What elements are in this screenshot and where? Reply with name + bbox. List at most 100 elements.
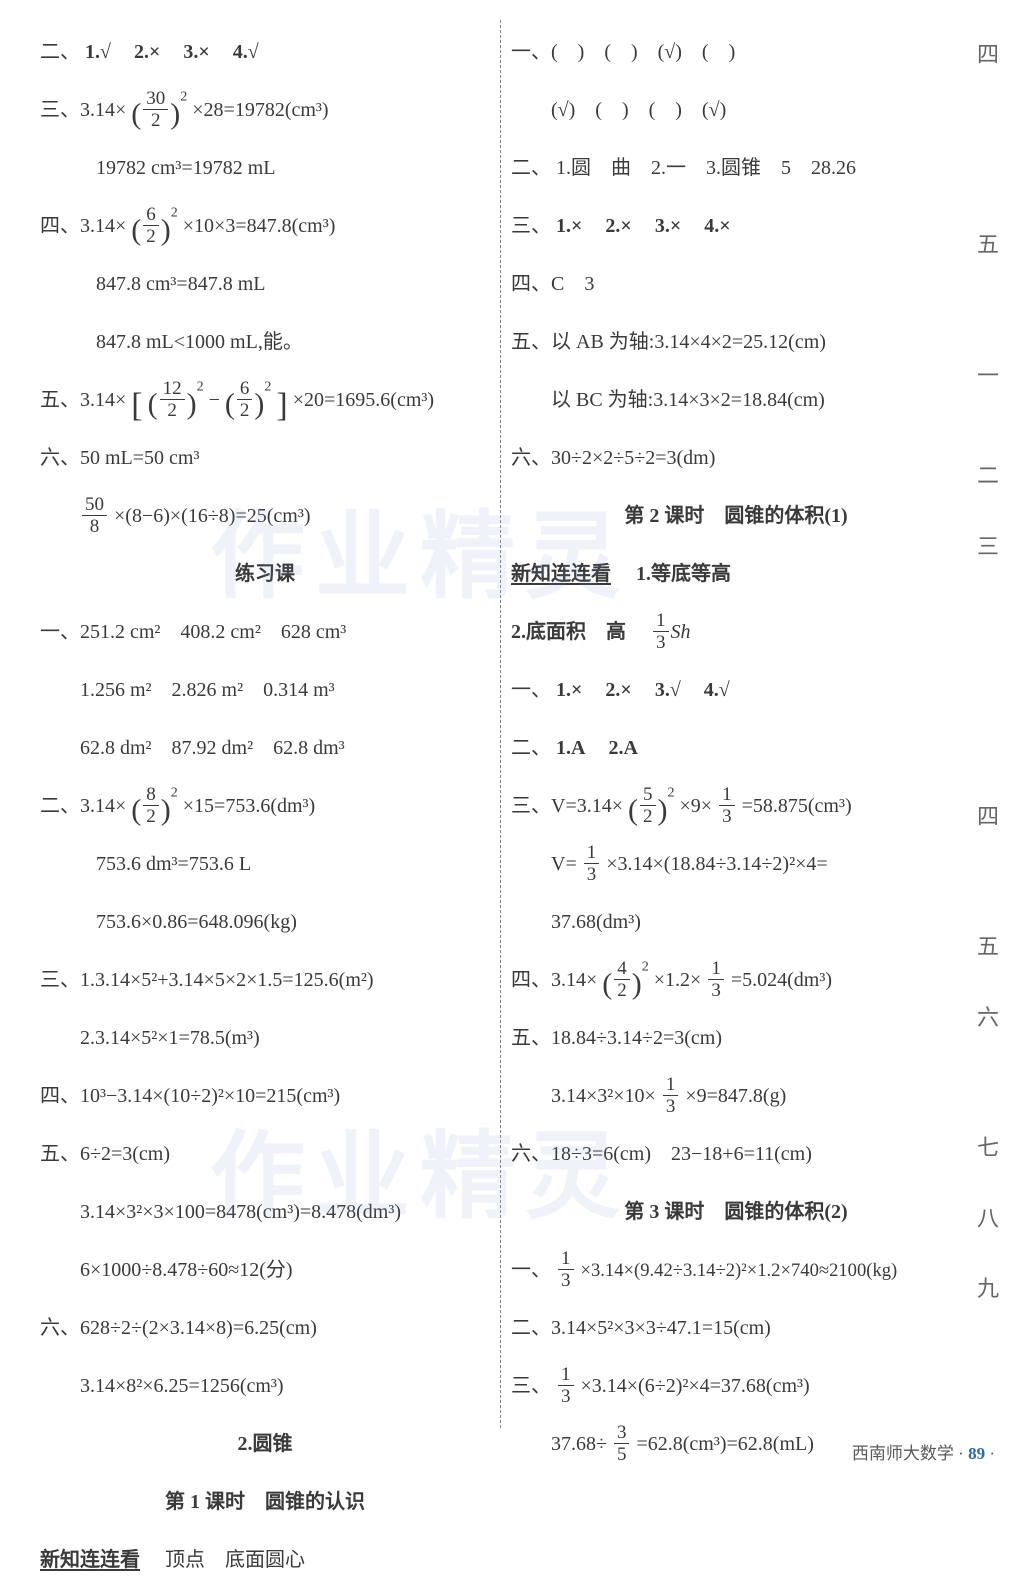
text: 1.× bbox=[556, 215, 582, 237]
right-s4: 四、3.14× (42)2 ×1.2× 13 =5.024(dm³) bbox=[511, 954, 961, 1006]
text: 三、V=3.14× bbox=[511, 795, 623, 817]
den: 3 bbox=[663, 1096, 679, 1116]
text: 三、3.14× bbox=[40, 99, 126, 121]
text: 3.14×3²×10× bbox=[551, 1085, 656, 1107]
left-p2b: 753.6 dm³=753.6 L bbox=[40, 838, 490, 890]
text: 3.× bbox=[183, 41, 209, 63]
den: 3 bbox=[584, 864, 600, 884]
num: 1 bbox=[558, 1249, 574, 1270]
text: =5.024(dm³) bbox=[731, 969, 832, 991]
cut-char: 五 bbox=[977, 912, 1005, 982]
right-s6: 六、18÷3=6(cm) 23−18+6=11(cm) bbox=[511, 1128, 961, 1180]
text: 2.A bbox=[608, 737, 637, 759]
cut-char: 九 bbox=[977, 1254, 1005, 1324]
text: ×1.2× bbox=[654, 969, 702, 991]
num: 1 bbox=[708, 959, 724, 980]
footer-suffix: · bbox=[989, 1444, 995, 1463]
left-l1: 二、 1.√ 2.× 3.× 4.√ bbox=[40, 26, 490, 78]
text: 三、 bbox=[511, 215, 551, 237]
left-p4: 四、10³−3.14×(10÷2)²×10=215(cm³) bbox=[40, 1070, 490, 1122]
cut-char: 七 bbox=[977, 1113, 1005, 1183]
right-s3b: V= 13 ×3.14×(18.84÷3.14÷2)²×4= bbox=[511, 838, 961, 890]
left-l5a: 六、50 mL=50 cm³ bbox=[40, 432, 490, 484]
left-p5b: 3.14×3²×3×100=8478(cm³)=8.478(dm³) bbox=[40, 1186, 490, 1238]
right-r6: 六、30÷2×2÷5÷2=3(dm) bbox=[511, 432, 961, 484]
num: 4 bbox=[614, 959, 630, 980]
num: 30 bbox=[143, 89, 168, 110]
right-nk2: 2.底面积 高 13Sh bbox=[511, 606, 961, 658]
den: 3 bbox=[558, 1386, 574, 1406]
right-s5b: 3.14×3²×10× 13 ×9=847.8(g) bbox=[511, 1070, 961, 1122]
left-p3a: 三、1.3.14×5²+3.14×5×2×1.5=125.6(m²) bbox=[40, 954, 490, 1006]
text: =62.8(cm³)=62.8(mL) bbox=[636, 1433, 813, 1455]
left-l4a: 五、3.14× [ (122)2 − (62)2 ] ×20=1695.6(cm… bbox=[40, 374, 490, 426]
text: ×9× bbox=[680, 795, 713, 817]
left-p5a: 五、6÷2=3(cm) bbox=[40, 1128, 490, 1180]
left-l2b: 19782 cm³=19782 mL bbox=[40, 142, 490, 194]
den: 2 bbox=[614, 980, 630, 1000]
left-p6b: 3.14×8²×6.25=1256(cm³) bbox=[40, 1360, 490, 1412]
left-hdr3: 第 1 课时 圆锥的认识 bbox=[40, 1476, 490, 1528]
right-t2: 二、3.14×5²×3×3÷47.1=15(cm) bbox=[511, 1302, 961, 1354]
den: 3 bbox=[719, 806, 735, 826]
text: 四、3.14× bbox=[511, 969, 597, 991]
right-r1a: 一、( ) ( ) (√) ( ) bbox=[511, 26, 961, 78]
cut-char: 二 bbox=[977, 441, 1005, 511]
right-r1b: (√) ( ) ( ) (√) bbox=[511, 84, 961, 136]
den: 8 bbox=[82, 516, 107, 536]
text: 新知连连看 bbox=[511, 563, 611, 585]
den: 5 bbox=[614, 1444, 630, 1464]
right-s3a: 三、V=3.14× (52)2 ×9× 13 =58.875(cm³) bbox=[511, 780, 961, 832]
num: 8 bbox=[143, 785, 159, 806]
text: V= bbox=[551, 853, 577, 875]
footer-text: 西南师大数学 · bbox=[852, 1444, 968, 1463]
right-s3c: 37.68(dm³) bbox=[511, 896, 961, 948]
page-container: 二、 1.√ 2.× 3.× 4.√ 三、3.14× (302)2 ×28=19… bbox=[0, 0, 1035, 1478]
text: ×(8−6)×(16÷8)=25(cm³) bbox=[114, 505, 310, 527]
text: 1.× bbox=[556, 679, 582, 701]
text: − bbox=[209, 389, 220, 411]
text: 二、 bbox=[40, 41, 80, 63]
den: 2 bbox=[640, 806, 656, 826]
right-hdr2: 第 3 课时 圆锥的体积(2) bbox=[511, 1186, 961, 1238]
cut-char: 六 bbox=[977, 983, 1005, 1053]
left-p6a: 六、628÷2÷(2×3.14×8)=6.25(cm) bbox=[40, 1302, 490, 1354]
num: 1 bbox=[663, 1075, 679, 1096]
left-hdr1: 练习课 bbox=[40, 548, 490, 600]
den: 2 bbox=[143, 226, 159, 246]
right-s5a: 五、18.84÷3.14÷2=3(cm) bbox=[511, 1012, 961, 1064]
text: 4.× bbox=[704, 215, 730, 237]
left-p2a: 二、3.14× (82)2 ×15=753.6(dm³) bbox=[40, 780, 490, 832]
right-column: 一、( ) ( ) (√) ( ) (√) ( ) ( ) (√) 二、 1.圆… bbox=[501, 20, 971, 1428]
text: 新知连连看 bbox=[40, 1549, 140, 1571]
num: 1 bbox=[719, 785, 735, 806]
right-t3a: 三、 13 ×3.14×(6÷2)²×4=37.68(cm³) bbox=[511, 1360, 961, 1412]
text: 3.× bbox=[655, 215, 681, 237]
text: 3.√ bbox=[655, 679, 681, 701]
den: 3 bbox=[708, 980, 724, 1000]
num: 5 bbox=[640, 785, 656, 806]
den: 2 bbox=[143, 110, 168, 130]
left-p3b: 2.3.14×5²×1=78.5(m³) bbox=[40, 1012, 490, 1064]
text: 2.底面积 高 bbox=[511, 621, 646, 643]
num: 1 bbox=[558, 1365, 574, 1386]
text: 1.A bbox=[556, 737, 585, 759]
den: 2 bbox=[237, 400, 253, 420]
left-l3b: 847.8 cm³=847.8 mL bbox=[40, 258, 490, 310]
text: ×3.14×(9.42÷3.14÷2)²×1.2×740≈2100(kg) bbox=[581, 1260, 898, 1281]
cut-column: 四 五 一 二 三 四 五 六 七 八 九 bbox=[971, 20, 1005, 1428]
text: ×3.14×(18.84÷3.14÷2)²×4= bbox=[606, 853, 827, 875]
text: 一、 bbox=[511, 1259, 551, 1281]
cut-char: 八 bbox=[977, 1184, 1005, 1254]
text: ×10×3=847.8(cm³) bbox=[183, 215, 336, 237]
text: ×3.14×(6÷2)²×4=37.68(cm³) bbox=[581, 1375, 810, 1397]
text: 1.等底等高 bbox=[636, 563, 731, 585]
left-l3a: 四、3.14× (62)2 ×10×3=847.8(cm³) bbox=[40, 200, 490, 252]
cut-char: 五 bbox=[977, 210, 1005, 280]
cut-char: 一 bbox=[977, 341, 1005, 411]
num: 6 bbox=[143, 205, 159, 226]
right-hdr1: 第 2 课时 圆锥的体积(1) bbox=[511, 490, 961, 542]
num: 12 bbox=[160, 379, 185, 400]
text: 37.68÷ bbox=[551, 1433, 607, 1455]
text: 三、 bbox=[511, 1375, 551, 1397]
